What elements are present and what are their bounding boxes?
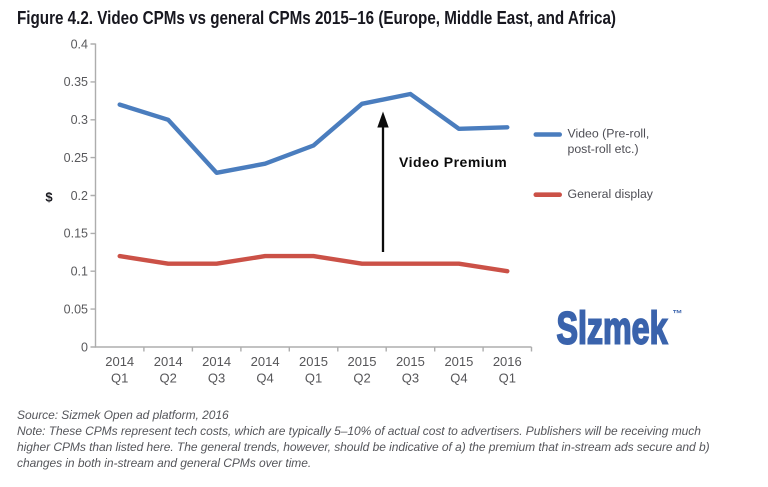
svg-text:2014: 2014	[202, 354, 231, 369]
svg-text:Q2: Q2	[353, 371, 370, 386]
svg-text:Q4: Q4	[450, 371, 467, 386]
svg-text:Q1: Q1	[499, 371, 516, 386]
svg-text:0.25: 0.25	[64, 151, 88, 165]
svg-text:Video Premium: Video Premium	[399, 154, 507, 170]
svg-text:0.35: 0.35	[64, 75, 88, 89]
svg-text:Q1: Q1	[111, 371, 128, 386]
svg-text:2015: 2015	[396, 354, 425, 369]
svg-text:post-roll etc.): post-roll etc.)	[568, 142, 639, 156]
svg-text:2015: 2015	[348, 354, 377, 369]
svg-text:0.4: 0.4	[71, 37, 88, 51]
svg-text:2014: 2014	[251, 354, 280, 369]
svg-text:0.1: 0.1	[71, 265, 88, 279]
svg-text:Figure 4.2. Video CPMs vs gene: Figure 4.2. Video CPMs vs general CPMs 2…	[17, 8, 616, 28]
svg-text:Q3: Q3	[208, 371, 225, 386]
svg-text:0.15: 0.15	[64, 227, 88, 241]
svg-text:2015: 2015	[299, 354, 328, 369]
svg-text:General display: General display	[568, 187, 654, 201]
svg-text:Q4: Q4	[256, 371, 273, 386]
svg-text:Q1: Q1	[305, 371, 322, 386]
svg-text:0.2: 0.2	[71, 189, 88, 203]
svg-text:0.05: 0.05	[64, 302, 88, 316]
svg-text:0: 0	[81, 340, 88, 354]
svg-text:™: ™	[673, 309, 683, 320]
svg-text:Q2: Q2	[160, 371, 177, 386]
svg-text:$: $	[45, 190, 53, 205]
svg-text:2014: 2014	[105, 354, 134, 369]
svg-text:0.3: 0.3	[71, 113, 88, 127]
svg-text:2016: 2016	[493, 354, 522, 369]
svg-text:Video (Pre-roll,: Video (Pre-roll,	[568, 127, 650, 141]
svg-text:2014: 2014	[154, 354, 183, 369]
svg-text:Slzmek: Slzmek	[557, 303, 669, 354]
svg-text:Q3: Q3	[402, 371, 419, 386]
svg-text:2015: 2015	[444, 354, 473, 369]
